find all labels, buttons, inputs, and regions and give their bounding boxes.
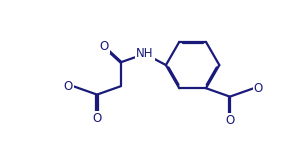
Text: O: O: [64, 80, 73, 93]
Text: O: O: [225, 114, 235, 127]
Text: NH: NH: [136, 47, 154, 60]
Text: O: O: [99, 40, 109, 53]
Text: O: O: [92, 112, 102, 125]
Text: O: O: [254, 82, 263, 95]
